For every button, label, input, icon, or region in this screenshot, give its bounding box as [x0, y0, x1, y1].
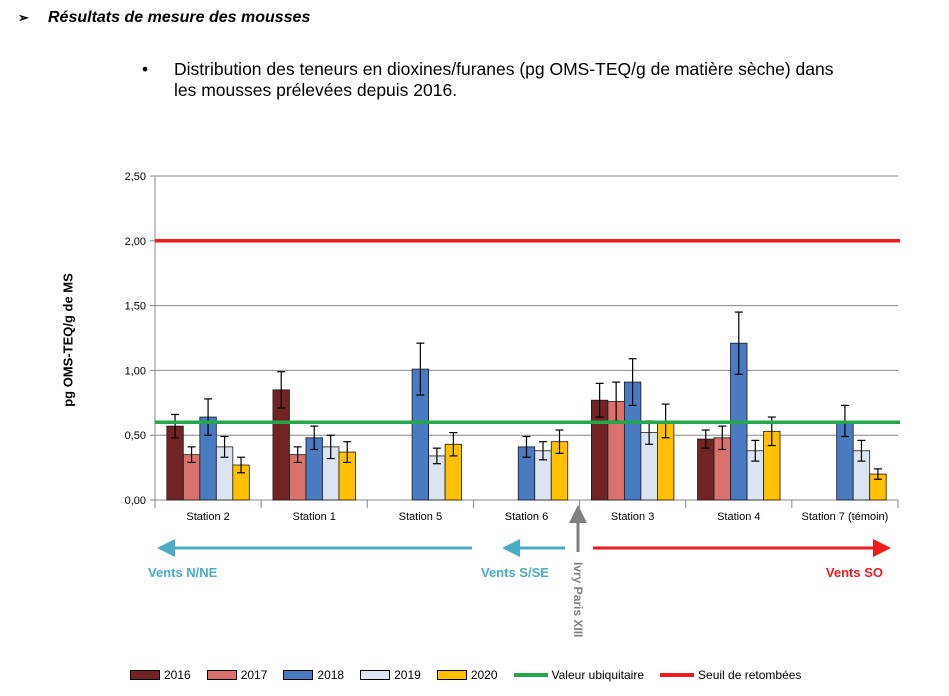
legend-item: Valeur ubiquitaire [513, 668, 645, 682]
x-tick-label: Station 7 (témoin) [802, 511, 889, 523]
x-tick-label: Station 2 [186, 511, 229, 523]
legend-label: 2019 [394, 668, 421, 682]
chart-legend: 2016 2017 2018 2019 2020 Valeur ubiquitaire Se… [130, 668, 817, 682]
legend-item: Seuil de retombées [660, 668, 801, 682]
y-tick-label: 2,00 [125, 236, 146, 248]
site-label: Ivry Paris XIII [571, 562, 585, 637]
description-paragraph: • Distribution des teneurs en dioxines/f… [142, 59, 932, 101]
legend-swatch [436, 670, 467, 680]
legend-swatch [360, 670, 391, 680]
legend-swatch [283, 670, 314, 680]
legend-label: 2018 [317, 668, 345, 682]
wind-so-label: Vents SO [826, 565, 883, 580]
description-line-1: Distribution des teneurs en dioxines/fur… [174, 59, 834, 79]
description-line-2: les mousses prélevées depuis 2016. [174, 80, 458, 100]
legend-item: 2017 [206, 668, 268, 682]
legend-label: 2017 [240, 668, 268, 682]
y-tick-label: 0,00 [125, 495, 146, 507]
y-tick-label: 1,50 [125, 301, 146, 313]
x-tick-label: Station 1 [293, 511, 336, 523]
legend-swatch [130, 670, 160, 680]
section-heading: ➢ Résultats de mesure des mousses [18, 9, 310, 27]
legend-swatch [206, 670, 237, 680]
legend-item: 2019 [360, 668, 421, 682]
legend-label: 2016 [164, 668, 191, 682]
arrowhead-bullet-icon: ➢ [18, 10, 29, 25]
x-tick-label: Station 6 [505, 511, 548, 523]
legend-label: 2020 [470, 668, 498, 682]
legend-item: 2018 [283, 668, 344, 682]
y-tick-label: 2,50 [125, 171, 146, 183]
x-tick-label: Station 4 [717, 511, 760, 523]
wind-se-label: Vents S/SE [481, 565, 549, 580]
y-tick-label: 1,00 [125, 365, 146, 377]
y-tick-label: 0,50 [125, 430, 146, 442]
section-title: Résultats de mesure des mousses [48, 9, 311, 26]
round-bullet-icon: • [142, 59, 149, 79]
legend-item: 2016 [130, 668, 191, 682]
legend-line-swatch [660, 673, 695, 677]
legend-line-swatch [513, 673, 548, 677]
x-tick-label: Station 5 [399, 511, 442, 523]
wind-ne-label: Vents N/NE [148, 565, 218, 580]
legend-label: Valeur ubiquitaire [551, 668, 645, 682]
legend-label: Seuil de retombées [698, 668, 802, 682]
x-tick-label: Station 3 [611, 511, 654, 523]
legend-item: 2020 [436, 668, 498, 682]
